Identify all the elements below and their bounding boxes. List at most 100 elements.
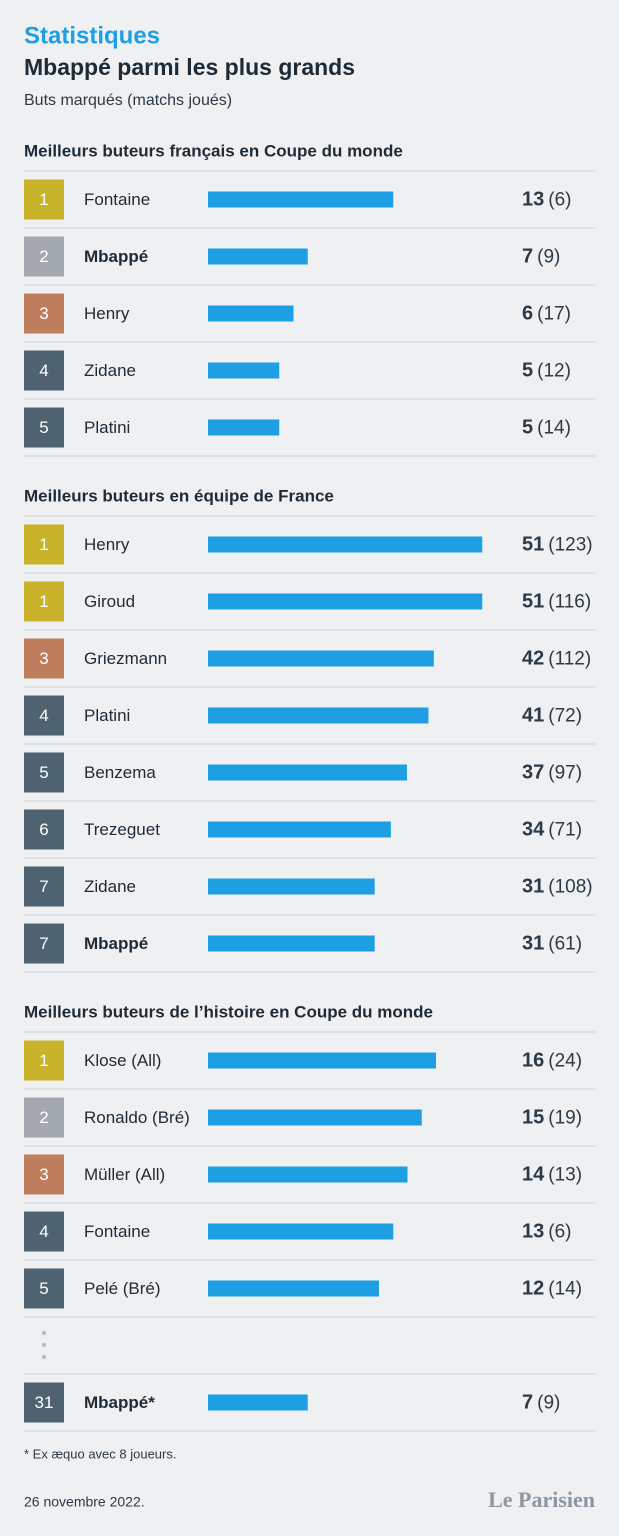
value-label: 7 (9) — [522, 246, 560, 268]
kicker: Statistiques — [24, 22, 160, 49]
rank: 2 — [39, 1108, 48, 1127]
goals: 15 — [522, 1107, 544, 1129]
bar — [208, 419, 280, 436]
section-title: Meilleurs buteurs français en Coupe du m… — [24, 141, 403, 160]
goals: 13 — [522, 1221, 544, 1243]
rank-box — [24, 866, 64, 907]
rank-box — [24, 1211, 64, 1252]
matches: (6) — [548, 190, 571, 211]
goals: 13 — [522, 189, 544, 211]
matches: (9) — [537, 1393, 560, 1414]
value-label: 16 (24) — [522, 1050, 582, 1072]
rank: 4 — [39, 706, 48, 725]
value-label: 42 (112) — [522, 648, 591, 670]
bar — [208, 248, 308, 265]
bar — [208, 1280, 379, 1297]
value-label: 13 (6) — [522, 1221, 571, 1243]
matches: (108) — [548, 877, 592, 898]
player-name: Mbappé — [84, 247, 148, 266]
matches: (123) — [548, 535, 592, 556]
goals: 41 — [522, 705, 544, 727]
value-label: 15 (19) — [522, 1107, 582, 1129]
goals: 5 — [522, 417, 533, 439]
subtitle: Buts marqués (matchs joués) — [24, 92, 232, 109]
rank: 1 — [39, 1051, 48, 1070]
rank: 1 — [39, 535, 48, 554]
date: 26 novembre 2022. — [24, 1494, 145, 1510]
player-name: Platini — [84, 706, 130, 725]
bar — [208, 1223, 394, 1240]
goals: 12 — [522, 1278, 544, 1300]
ellipsis-dot — [41, 1342, 47, 1348]
goals: 31 — [522, 876, 544, 898]
bar — [208, 878, 375, 895]
player-name: Zidane — [84, 877, 136, 896]
value-label: 34 (71) — [522, 819, 582, 841]
rank: 1 — [39, 190, 48, 209]
matches: (71) — [548, 820, 582, 841]
goals: 7 — [522, 1392, 533, 1414]
rank-box — [24, 236, 64, 277]
matches: (13) — [548, 1165, 582, 1186]
matches: (61) — [548, 934, 582, 955]
player-name: Pelé (Bré) — [84, 1279, 161, 1298]
bar — [208, 1052, 436, 1069]
value-label: 41 (72) — [522, 705, 582, 727]
goals: 31 — [522, 933, 544, 955]
section-title: Meilleurs buteurs de l’histoire en Coupe… — [24, 1002, 433, 1021]
bar — [208, 362, 280, 379]
matches: (24) — [548, 1051, 582, 1072]
rank-box — [24, 1382, 64, 1423]
matches: (97) — [548, 763, 582, 784]
goals: 37 — [522, 762, 544, 784]
rank: 5 — [39, 763, 48, 782]
player-name: Ronaldo (Bré) — [84, 1108, 190, 1127]
value-label: 37 (97) — [522, 762, 582, 784]
matches: (14) — [548, 1279, 582, 1300]
bar — [208, 707, 429, 724]
rank-box — [24, 1154, 64, 1195]
rank-box — [24, 752, 64, 793]
bar — [208, 1394, 308, 1411]
footnote: * Ex æquo avec 8 joueurs. — [24, 1446, 176, 1461]
player-name: Trezeguet — [84, 820, 160, 839]
bar — [208, 593, 483, 610]
player-name: Benzema — [84, 763, 156, 782]
rank: 4 — [39, 1222, 48, 1241]
goals: 14 — [522, 1164, 545, 1186]
value-label: 31 (61) — [522, 933, 582, 955]
value-label: 51 (116) — [522, 591, 591, 613]
value-label: 7 (9) — [522, 1392, 560, 1414]
rank: 31 — [35, 1393, 54, 1412]
bar — [208, 191, 394, 208]
goals: 51 — [522, 591, 544, 613]
value-label: 5 (12) — [522, 360, 571, 382]
bar — [208, 935, 375, 952]
goals: 6 — [522, 303, 533, 325]
player-name: Henry — [84, 304, 130, 323]
goals: 7 — [522, 246, 533, 268]
value-label: 14 (13) — [522, 1164, 582, 1186]
rank: 7 — [39, 934, 48, 953]
bar — [208, 650, 434, 667]
value-label: 6 (17) — [522, 303, 571, 325]
matches: (19) — [548, 1108, 582, 1129]
matches: (116) — [548, 592, 591, 613]
player-name: Zidane — [84, 361, 136, 380]
value-label: 5 (14) — [522, 417, 571, 439]
value-label: 51 (123) — [522, 534, 593, 556]
ellipsis-dot — [41, 1330, 47, 1336]
goals: 42 — [522, 648, 544, 670]
player-name: Klose (All) — [84, 1051, 161, 1070]
player-name: Müller (All) — [84, 1165, 165, 1184]
rank-box — [24, 1040, 64, 1081]
bar — [208, 305, 294, 322]
rank-box — [24, 581, 64, 622]
rank: 1 — [39, 592, 48, 611]
goals: 5 — [522, 360, 533, 382]
bar — [208, 1109, 422, 1126]
matches: (17) — [537, 304, 571, 325]
rank: 3 — [39, 304, 48, 323]
rank-box — [24, 1097, 64, 1138]
